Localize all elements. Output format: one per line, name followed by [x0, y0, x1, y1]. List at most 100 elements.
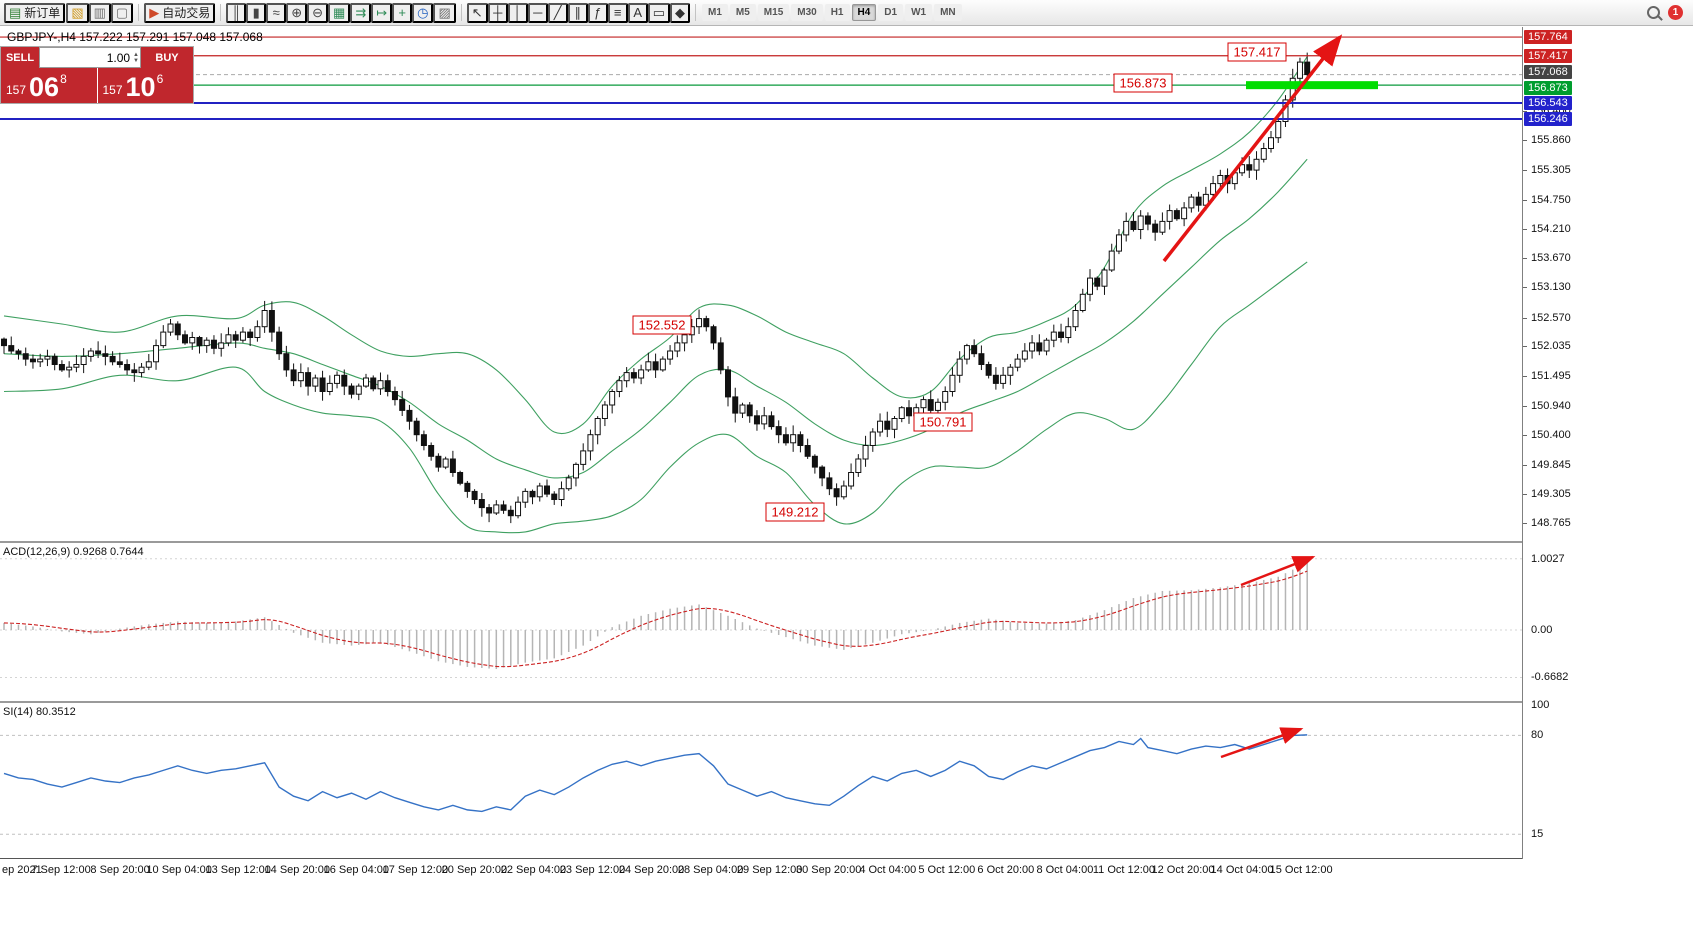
- price-annotation[interactable]: 157.417: [1227, 42, 1287, 62]
- timeframe-w1[interactable]: W1: [905, 4, 933, 21]
- vertical-line-icon: │: [513, 5, 522, 20]
- price-tick-label: 155.305: [1531, 163, 1571, 176]
- chart-ohlc-title: GBPJPY-,H4 157.222 157.291 157.048 157.0…: [7, 30, 263, 44]
- fibonacci-button[interactable]: ƒ: [587, 2, 608, 23]
- macd-level-label: 1.0027: [1531, 552, 1565, 565]
- time-axis-label: 12 Oct 20:00: [1151, 864, 1215, 876]
- text-icon: A: [633, 5, 643, 20]
- price-tag: 157.068: [1524, 64, 1572, 79]
- candlestick-button[interactable]: ▮: [246, 2, 267, 23]
- crosshair-icon: ┼: [493, 5, 503, 20]
- rsi-indicator-panel[interactable]: [0, 703, 1522, 858]
- price-tick-label: 154.750: [1531, 193, 1571, 206]
- zoom-out-button[interactable]: ⊖: [307, 2, 329, 23]
- price-tick-label: 151.495: [1531, 369, 1571, 382]
- periods-button[interactable]: ◷: [412, 2, 434, 23]
- line-chart-button[interactable]: ≈: [266, 2, 287, 23]
- sell-button[interactable]: SELL: [1, 47, 39, 68]
- profiles-icon: ▧: [71, 4, 84, 20]
- crosshair-button[interactable]: ┼: [487, 2, 508, 23]
- price-annotation[interactable]: 152.552: [632, 315, 692, 335]
- chart-shift-button[interactable]: ↦: [371, 2, 393, 23]
- time-axis-label: 23 Sep 12:00: [559, 864, 626, 876]
- trendline-button[interactable]: ╱: [547, 2, 568, 23]
- print-button[interactable]: ▥: [88, 2, 111, 23]
- price-axis-tick: [1523, 493, 1527, 495]
- bar-chart-button[interactable]: ║: [226, 2, 247, 23]
- price-axis-tick: [1523, 317, 1527, 319]
- price-annotation[interactable]: 150.791: [913, 412, 973, 432]
- panel-divider[interactable]: [0, 541, 1693, 543]
- toolbar-separator: [460, 4, 462, 21]
- volume-spinner[interactable]: ▲ ▼: [133, 52, 139, 64]
- notification-badge[interactable]: 1: [1668, 5, 1683, 20]
- timeframe-m30[interactable]: M30: [791, 4, 823, 21]
- price-tick-label: 152.570: [1531, 311, 1571, 324]
- print-preview-button[interactable]: ▢: [110, 2, 134, 23]
- timeframe-toolbar: M1 M5 M15 M30 H1 H4 D1 W1 MN: [701, 4, 963, 21]
- spinner-up-icon[interactable]: ▲: [133, 51, 139, 58]
- templates-button[interactable]: ▨: [433, 2, 456, 23]
- price-axis-tick: [1523, 228, 1527, 230]
- rsi-label: SI(14) 80.3512: [3, 706, 76, 718]
- time-axis-label: 14 Oct 04:00: [1210, 864, 1274, 876]
- zoom-in-button[interactable]: ⊕: [286, 2, 308, 23]
- time-axis-label: 14 Sep 20:00: [264, 864, 330, 876]
- sell-price[interactable]: 157 06 8: [1, 68, 97, 103]
- buy-price[interactable]: 157 10 6: [97, 68, 193, 103]
- cursor-button[interactable]: ↖: [466, 2, 488, 23]
- bar-chart-icon: ║: [231, 5, 241, 20]
- timeframe-mn[interactable]: MN: [934, 4, 962, 21]
- search-icon[interactable]: [1647, 6, 1660, 19]
- timeframe-m5[interactable]: M5: [729, 4, 756, 21]
- time-axis-label: 8 Sep 20:00: [90, 864, 150, 876]
- buy-button[interactable]: BUY: [141, 47, 193, 68]
- horizontal-line-button[interactable]: ─: [527, 2, 548, 23]
- text-label-button[interactable]: ▭: [647, 2, 670, 23]
- shapes-button[interactable]: ◆: [669, 2, 690, 23]
- timeframe-d1[interactable]: D1: [878, 4, 904, 21]
- new-order-button[interactable]: ▤ 新订单: [4, 2, 66, 23]
- time-axis-label: 17 Sep 12:00: [382, 864, 449, 876]
- new-order-icon: ▤: [9, 4, 22, 20]
- price-annotation[interactable]: 149.212: [765, 502, 825, 522]
- profiles-button[interactable]: ▧: [66, 2, 89, 23]
- auto-scroll-button[interactable]: ⇉: [350, 2, 372, 23]
- main-price-chart[interactable]: [0, 27, 1522, 541]
- timeframe-h1[interactable]: H1: [824, 4, 850, 21]
- tile-windows-icon: ▦: [333, 4, 346, 20]
- auto-trading-button[interactable]: ▶ 自动交易: [144, 2, 216, 23]
- price-axis-tick: [1523, 375, 1527, 377]
- vertical-line-button[interactable]: │: [507, 2, 528, 23]
- text-button[interactable]: A: [627, 2, 648, 23]
- price-tick-label: 153.670: [1531, 252, 1571, 265]
- print-icon: ▥: [93, 4, 106, 20]
- macd-level-label: -0.6682: [1531, 671, 1569, 684]
- andrews-pitchfork-button[interactable]: ≡: [607, 2, 628, 23]
- macd-indicator-panel[interactable]: [0, 543, 1522, 701]
- timeframe-m1[interactable]: M1: [701, 4, 728, 21]
- auto-trading-label: 自动交易: [162, 6, 211, 20]
- timeframe-m15[interactable]: M15: [757, 4, 790, 21]
- indicators-button[interactable]: +: [392, 2, 413, 23]
- price-annotation[interactable]: 156.873: [1113, 73, 1173, 93]
- trendline-icon: ╱: [553, 4, 562, 20]
- channel-icon: ∥: [574, 4, 581, 20]
- price-axis[interactable]: 156.400 155.860 155.305 154.750 154.210 153.6…: [1523, 27, 1693, 882]
- panel-divider[interactable]: [0, 701, 1693, 703]
- timeframe-h4[interactable]: H4: [851, 4, 877, 21]
- time-axis-label: 16 Sep 04:00: [323, 864, 390, 876]
- channel-button[interactable]: ∥: [567, 2, 588, 23]
- print-preview-icon: ▢: [115, 4, 129, 20]
- spinner-down-icon[interactable]: ▼: [133, 57, 139, 64]
- price-tick-label: 149.845: [1531, 458, 1571, 471]
- time-axis-label: 7 Sep 12:00: [31, 864, 91, 876]
- volume-input[interactable]: 1.00 ▲ ▼: [39, 47, 141, 68]
- time-axis[interactable]: ep 2021 7 Sep 12:00 8 Sep 20:00 10 Sep 04:0…: [0, 859, 1522, 882]
- price-tag: 156.246: [1524, 112, 1572, 127]
- price-tick-label: 152.035: [1531, 340, 1571, 353]
- new-order-label: 新订单: [24, 6, 61, 20]
- tile-windows-button[interactable]: ▦: [328, 2, 351, 23]
- one-click-trading-panel: SELL 1.00 ▲ ▼ BUY 157 06 8 157 10 6: [0, 46, 194, 104]
